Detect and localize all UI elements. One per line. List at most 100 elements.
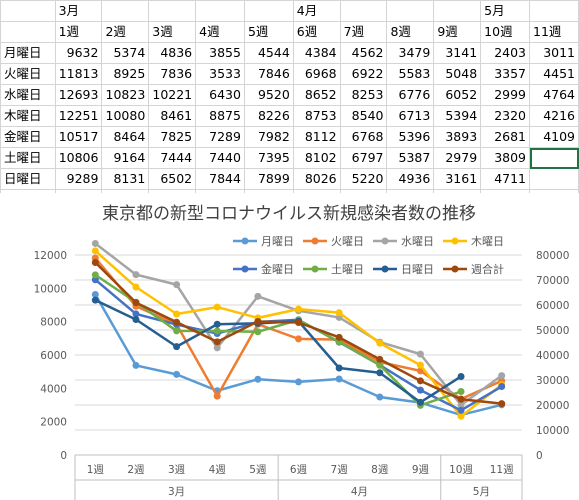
week-corner-cell[interactable] [0,21,56,43]
row-label-cell[interactable]: 土曜日 [0,147,56,169]
value-cell[interactable]: 2681 [480,126,530,148]
month-cell[interactable] [243,0,294,22]
month-cell[interactable] [386,0,435,22]
value-cell[interactable]: 7825 [148,126,197,148]
week-header-cell[interactable]: 2週 [101,21,150,43]
value-cell[interactable]: 6430 [195,84,245,106]
value-cell[interactable]: 6922 [339,63,388,85]
value-cell[interactable]: 4836 [148,42,197,64]
week-header-cell[interactable]: 3週 [148,21,197,43]
value-cell[interactable]: 3479 [386,42,435,64]
value-cell[interactable]: 5394 [433,105,482,127]
row-label-cell[interactable]: 月曜日 [0,42,56,64]
value-cell[interactable]: 8925 [101,63,150,85]
value-cell[interactable]: 3855 [195,42,245,64]
value-cell[interactable]: 5387 [386,147,435,169]
value-cell[interactable]: 3893 [433,126,482,148]
value-cell[interactable]: 6713 [386,105,435,127]
value-cell[interactable]: 3533 [195,63,245,85]
value-cell[interactable]: 9632 [54,42,103,64]
value-cell[interactable]: 12693 [54,84,103,106]
value-cell[interactable]: 5220 [339,168,388,190]
month-cell[interactable]: 5月 [480,0,530,22]
value-cell[interactable]: 5396 [386,126,435,148]
month-cell[interactable] [433,0,482,22]
week-header-cell[interactable]: 9週 [433,21,482,43]
value-cell[interactable]: 4711 [480,168,530,190]
value-cell[interactable]: 6968 [292,63,341,85]
row-label-cell[interactable]: 木曜日 [0,105,56,127]
value-cell[interactable]: 3141 [433,42,482,64]
value-cell[interactable]: 8026 [292,168,341,190]
value-cell[interactable]: 8652 [292,84,341,106]
value-cell[interactable]: 10806 [54,147,103,169]
value-cell[interactable]: 4216 [529,105,579,127]
value-cell[interactable]: 7899 [243,168,294,190]
value-cell[interactable]: 8540 [339,105,388,127]
value-cell[interactable]: 2979 [433,147,482,169]
week-header-cell[interactable]: 4週 [195,21,245,43]
value-cell[interactable]: 5048 [433,63,482,85]
corner-cell[interactable] [0,0,56,22]
value-cell[interactable]: 3011 [529,42,579,64]
value-cell[interactable]: 8753 [292,105,341,127]
value-cell[interactable]: 5583 [386,63,435,85]
spreadsheet-grid[interactable]: 3月 4月 5月 1週 2週 3週 4週 5週 6週 7週 8週 9週 10週 11週月曜日 9632 537… [0,0,579,193]
value-cell[interactable]: 3357 [480,63,530,85]
value-cell[interactable]: 6768 [339,126,388,148]
value-cell[interactable]: 8464 [101,126,150,148]
value-cell[interactable]: 9164 [101,147,150,169]
value-cell[interactable]: 6776 [386,84,435,106]
week-header-cell[interactable]: 11週 [529,21,579,43]
data-table[interactable]: 3月 4月 5月 1週 2週 3週 4週 5週 6週 7週 8週 9週 10週 11週月曜日 9632 537… [0,0,579,193]
row-label-cell[interactable]: 金曜日 [0,126,56,148]
row-label-cell[interactable]: 水曜日 [0,84,56,106]
week-header-cell[interactable]: 8週 [386,21,435,43]
value-cell[interactable]: 10823 [101,84,150,106]
value-cell[interactable]: 7395 [243,147,294,169]
value-cell[interactable]: 8226 [243,105,294,127]
value-cell[interactable]: 4764 [529,84,579,106]
value-cell[interactable]: 9289 [54,168,103,190]
value-cell[interactable]: 4936 [386,168,435,190]
value-cell[interactable]: 8102 [292,147,341,169]
value-cell[interactable]: 6502 [148,168,197,190]
value-cell[interactable]: 53125 [148,189,197,193]
value-cell[interactable]: 7289 [195,126,245,148]
value-cell[interactable]: 8112 [292,126,341,148]
value-cell[interactable]: 12251 [54,105,103,127]
value-cell[interactable]: 9520 [243,84,294,106]
value-cell[interactable]: 10221 [148,84,197,106]
value-cell[interactable]: 4384 [292,42,341,64]
value-cell[interactable]: 7846 [243,63,294,85]
week-header-cell[interactable]: 10週 [480,21,530,43]
value-cell[interactable]: 2999 [480,84,530,106]
value-cell[interactable]: 20551 [529,189,579,193]
value-cell[interactable]: 6052 [433,84,482,106]
month-cell[interactable] [195,0,245,22]
week-header-cell[interactable]: 6週 [292,21,341,43]
month-cell[interactable] [529,0,579,22]
value-cell[interactable]: 4451 [529,63,579,85]
month-cell[interactable]: 3月 [54,0,103,22]
value-cell[interactable]: 7982 [243,126,294,148]
value-cell[interactable]: 10517 [54,126,103,148]
selected-cell[interactable] [529,147,579,169]
week-header-cell[interactable]: 1週 [54,21,103,43]
row-label-cell[interactable]: 日曜日 [0,168,56,190]
week-header-cell[interactable]: 7週 [339,21,388,43]
value-cell[interactable]: 4109 [529,126,579,148]
month-cell[interactable]: 4月 [292,0,341,22]
month-cell[interactable] [148,0,197,22]
value-cell[interactable]: 11813 [54,63,103,85]
value-cell[interactable]: 7440 [195,147,245,169]
value-cell[interactable]: 8131 [101,168,150,190]
value-cell[interactable]: 6797 [339,147,388,169]
value-cell[interactable]: 5374 [101,42,150,64]
value-cell[interactable]: 29668 [433,189,482,193]
value-cell[interactable]: 3809 [480,147,530,169]
week-header-cell[interactable]: 5週 [243,21,294,43]
month-cell[interactable] [101,0,150,22]
value-cell[interactable]: 10080 [101,105,150,127]
value-cell[interactable]: 2320 [480,105,530,127]
